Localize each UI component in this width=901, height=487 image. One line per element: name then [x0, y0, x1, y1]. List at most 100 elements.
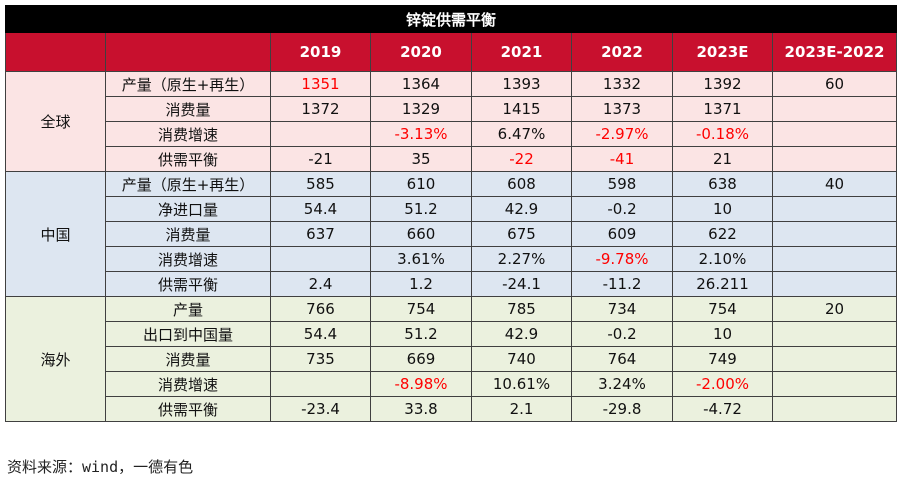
- value-cell: [771, 271, 898, 297]
- value-cell: 638: [672, 171, 773, 197]
- table-row: 海外 产量 766 754 785 734 754 20: [5, 296, 898, 422]
- header-cell: 2022: [571, 32, 673, 72]
- header-cell: 2023E: [672, 32, 773, 72]
- zinc-balance-table: 锌锭供需平衡 2019 2020 2021 2022 2023E 2023E-2022 全…: [4, 5, 898, 422]
- value-cell: [771, 396, 898, 422]
- value-cell: 675: [471, 221, 572, 247]
- value-cell: -3.13%: [370, 121, 472, 147]
- value-cell: 26.211: [672, 271, 773, 297]
- value-cell: 608: [471, 171, 572, 197]
- table-row: 消费量 735 669 740 764 749: [6, 346, 898, 372]
- value-cell: 2.10%: [672, 246, 773, 272]
- value-cell: [771, 246, 898, 272]
- value-cell: -8.98%: [370, 371, 472, 397]
- value-cell: -22: [471, 146, 572, 172]
- table-row: 供需平衡 -21 35 -22 -41 21: [6, 146, 898, 172]
- row-label: 消费量: [105, 221, 271, 247]
- value-cell: 21: [672, 146, 773, 172]
- value-cell: 1.2: [370, 271, 472, 297]
- value-cell: -2.97%: [571, 121, 673, 147]
- value-cell: 734: [571, 296, 673, 322]
- row-label: 净进口量: [105, 196, 271, 222]
- value-cell: 754: [370, 296, 472, 322]
- value-cell: -11.2: [571, 271, 673, 297]
- table-body: 全球 产量（原生+再生） 1351 1364 1393 1332 1392 60 消费量 1372…: [5, 71, 898, 422]
- value-cell: 35: [370, 146, 472, 172]
- value-cell: 610: [370, 171, 472, 197]
- value-cell: 766: [270, 296, 371, 322]
- source-note: 资料来源：wind，一德有色: [7, 458, 194, 476]
- value-cell: 2.27%: [471, 246, 572, 272]
- row-label: 消费增速: [105, 121, 271, 147]
- value-cell: 2.1: [471, 396, 572, 422]
- table-row: 中国 产量（原生+再生） 585 610 608 598 638 40: [5, 171, 898, 297]
- row-label: 供需平衡: [105, 271, 271, 297]
- row-label: 供需平衡: [105, 396, 271, 422]
- value-cell: 754: [672, 296, 773, 322]
- value-cell: 33.8: [370, 396, 472, 422]
- zinc-balance-table-container: 锌锭供需平衡 2019 2020 2021 2022 2023E 2023E-2022 全…: [4, 5, 898, 422]
- value-cell: 1372: [270, 96, 371, 122]
- value-cell: -24.1: [471, 271, 572, 297]
- value-cell: 660: [370, 221, 472, 247]
- table-row: 供需平衡 2.4 1.2 -24.1 -11.2 26.211: [6, 271, 898, 297]
- value-cell: 764: [571, 346, 673, 372]
- value-cell: [270, 121, 371, 147]
- table-row: 消费量 637 660 675 609 622: [6, 221, 898, 247]
- value-cell: -0.18%: [672, 121, 773, 147]
- value-cell: 1415: [471, 96, 572, 122]
- value-cell: 6.47%: [471, 121, 572, 147]
- table-row: 全球 产量（原生+再生） 1351 1364 1393 1332 1392 60: [5, 71, 898, 172]
- row-label: 消费增速: [105, 371, 271, 397]
- row-label: 消费增速: [105, 246, 271, 272]
- value-cell: 51.2: [370, 196, 472, 222]
- value-cell: 598: [571, 171, 673, 197]
- row-label: 产量（原生+再生）: [105, 171, 271, 197]
- value-cell: 1329: [370, 96, 472, 122]
- value-cell: 609: [571, 221, 673, 247]
- table-row: 出口到中国量 54.4 51.2 42.9 -0.2 10: [6, 321, 898, 347]
- table-row: 消费增速 3.61% 2.27% -9.78% 2.10%: [6, 246, 898, 272]
- table-row: 供需平衡 -23.4 33.8 2.1 -29.8 -4.72: [6, 396, 898, 422]
- value-cell: 785: [471, 296, 572, 322]
- region-label: 中国: [5, 171, 106, 297]
- row-label: 供需平衡: [105, 146, 271, 172]
- value-cell: 669: [370, 346, 472, 372]
- value-cell: -21: [270, 146, 371, 172]
- table-row: 消费量 1372 1329 1415 1373 1371: [6, 96, 898, 122]
- value-cell: 3.24%: [571, 371, 673, 397]
- value-cell: 585: [270, 171, 371, 197]
- value-cell: -29.8: [571, 396, 673, 422]
- value-cell: -0.2: [571, 196, 673, 222]
- value-cell: -0.2: [571, 321, 673, 347]
- value-cell: -23.4: [270, 396, 371, 422]
- value-cell: 10: [672, 321, 773, 347]
- value-cell: 51.2: [370, 321, 472, 347]
- row-label: 产量: [105, 296, 271, 322]
- table-title: 锌锭供需平衡: [4, 5, 898, 33]
- header-cell: 2023E-2022: [771, 32, 898, 72]
- value-cell: 740: [471, 346, 572, 372]
- value-cell: 54.4: [270, 321, 371, 347]
- table-row: 消费增速 -3.13% 6.47% -2.97% -0.18%: [6, 121, 898, 147]
- header-cell: 2020: [370, 32, 472, 72]
- value-cell: [771, 96, 898, 122]
- value-cell: 60: [771, 71, 898, 97]
- value-cell: 1371: [672, 96, 773, 122]
- row-label: 产量（原生+再生）: [105, 71, 271, 97]
- value-cell: 1351: [270, 71, 371, 97]
- header-blank-cell: [105, 32, 271, 72]
- value-cell: 1364: [370, 71, 472, 97]
- value-cell: 54.4: [270, 196, 371, 222]
- value-cell: 622: [672, 221, 773, 247]
- header-cell: 2019: [270, 32, 371, 72]
- table-row: 消费增速 -8.98% 10.61% 3.24% -2.00%: [6, 371, 898, 397]
- value-cell: 42.9: [471, 196, 572, 222]
- value-cell: -41: [571, 146, 673, 172]
- value-cell: -4.72: [672, 396, 773, 422]
- header-blank-cell: [5, 32, 106, 72]
- value-cell: 3.61%: [370, 246, 472, 272]
- value-cell: [771, 221, 898, 247]
- value-cell: [771, 346, 898, 372]
- value-cell: [771, 371, 898, 397]
